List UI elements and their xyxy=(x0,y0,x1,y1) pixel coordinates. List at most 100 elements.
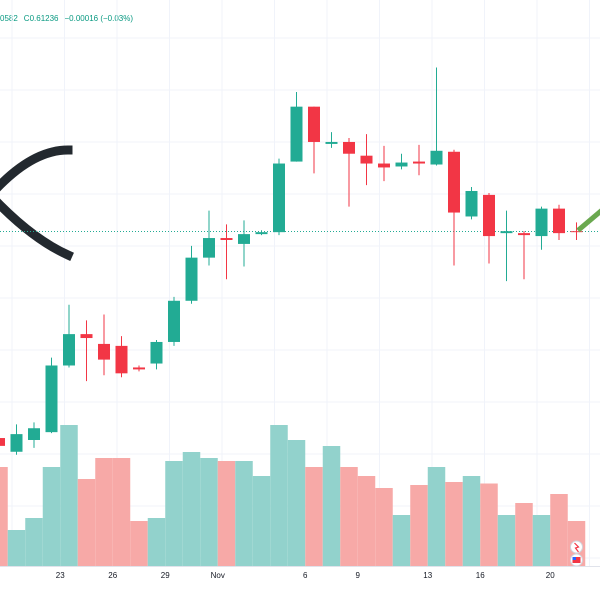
change-value: −0.00016 (−0.03%) xyxy=(64,14,134,23)
candle-body xyxy=(203,238,215,258)
candle-body xyxy=(325,141,338,144)
candle-body xyxy=(483,194,495,237)
candle xyxy=(448,149,460,266)
candle-body xyxy=(45,365,58,433)
candle xyxy=(518,231,530,280)
candle xyxy=(413,144,425,176)
candle-body xyxy=(465,190,478,217)
candle xyxy=(10,424,23,455)
volume-bar xyxy=(305,467,323,566)
volume-bar xyxy=(287,440,306,566)
volume-bar xyxy=(497,515,516,566)
candle-body xyxy=(185,257,198,301)
candle xyxy=(150,340,163,370)
candle xyxy=(0,438,5,446)
volume-bar xyxy=(112,458,131,566)
volume-bar xyxy=(0,467,8,566)
candle-body xyxy=(553,208,565,234)
candle xyxy=(45,357,58,434)
close-value: C0.61236 xyxy=(23,14,59,23)
candle-body xyxy=(80,334,93,339)
event-badges[interactable] xyxy=(570,540,583,567)
candle-layer xyxy=(0,67,583,455)
candle xyxy=(570,222,583,240)
volume-bar xyxy=(357,476,376,566)
candle-body xyxy=(255,232,268,235)
flag-stripes xyxy=(572,557,581,563)
lightning-icon xyxy=(574,542,580,553)
volume-bar xyxy=(42,467,61,566)
volume-bar xyxy=(95,458,113,566)
candle xyxy=(290,91,303,162)
ohlc-readout: 0582 C0.61236 −0.00016 (−0.03%) xyxy=(0,14,139,23)
volume-bar xyxy=(445,482,463,566)
volume-bar xyxy=(410,485,428,566)
volume-bar xyxy=(392,515,411,566)
volume-bar xyxy=(375,488,393,566)
candle-body xyxy=(115,345,128,374)
grid-layer xyxy=(0,0,600,566)
candle-body xyxy=(308,106,320,142)
candle xyxy=(395,153,408,170)
volume-bar xyxy=(462,476,481,566)
volume-bar xyxy=(270,425,288,566)
candle-body xyxy=(168,300,180,342)
xrp-logo-icon xyxy=(0,145,74,261)
candle-body xyxy=(0,438,5,446)
volume-bar xyxy=(130,521,148,566)
candle-body xyxy=(273,163,285,233)
candle-body xyxy=(413,161,425,164)
candle xyxy=(133,365,145,372)
event-badge-circle xyxy=(570,540,583,554)
x-tick-label: 20 xyxy=(546,571,555,580)
candle xyxy=(168,296,180,346)
candle xyxy=(343,138,355,207)
volume-bar xyxy=(515,503,533,566)
candle-body xyxy=(63,334,75,366)
x-axis: 232629Nov691316202 xyxy=(0,566,600,580)
candle xyxy=(465,187,478,220)
x-tick-label: Nov xyxy=(211,571,225,580)
volume-bar xyxy=(322,446,341,566)
candle-body xyxy=(378,163,390,168)
x-tick-label: 26 xyxy=(108,571,117,580)
volume-bar xyxy=(7,530,26,566)
x-tick-label: 13 xyxy=(423,571,432,580)
volume-bar xyxy=(77,479,96,566)
candle xyxy=(378,145,390,182)
volume-bar xyxy=(427,467,446,566)
volume-bar xyxy=(550,494,568,566)
volume-bar xyxy=(147,518,166,566)
candle-body xyxy=(10,434,23,452)
candle xyxy=(273,158,285,236)
volume-bar xyxy=(217,461,236,566)
candle-body xyxy=(220,238,233,240)
x-tick-label: 9 xyxy=(356,571,361,580)
candle-body xyxy=(290,106,303,162)
candle xyxy=(203,210,215,266)
volume-bar xyxy=(235,461,253,566)
x-tick-label: 23 xyxy=(56,571,65,580)
candle-body xyxy=(448,151,460,213)
candle-body xyxy=(570,231,583,233)
candle xyxy=(308,106,320,174)
x-tick-label: 16 xyxy=(476,571,485,580)
candle xyxy=(255,230,268,236)
volume-bar xyxy=(165,461,183,566)
candle-body xyxy=(150,341,163,364)
event-badge-icon xyxy=(570,540,583,554)
x-tick-label: 6 xyxy=(303,571,308,580)
volume-bar xyxy=(60,425,78,566)
candle-body xyxy=(500,231,513,234)
candle xyxy=(325,132,338,148)
x-tick-label: 29 xyxy=(161,571,170,580)
volume-bar xyxy=(532,515,551,566)
candle xyxy=(430,67,443,166)
candle xyxy=(220,224,233,280)
candle xyxy=(63,304,75,368)
flag-canton xyxy=(572,557,576,560)
open-value-fragment: 0582 xyxy=(0,14,18,23)
volume-bar xyxy=(340,467,358,566)
candle xyxy=(98,314,110,376)
